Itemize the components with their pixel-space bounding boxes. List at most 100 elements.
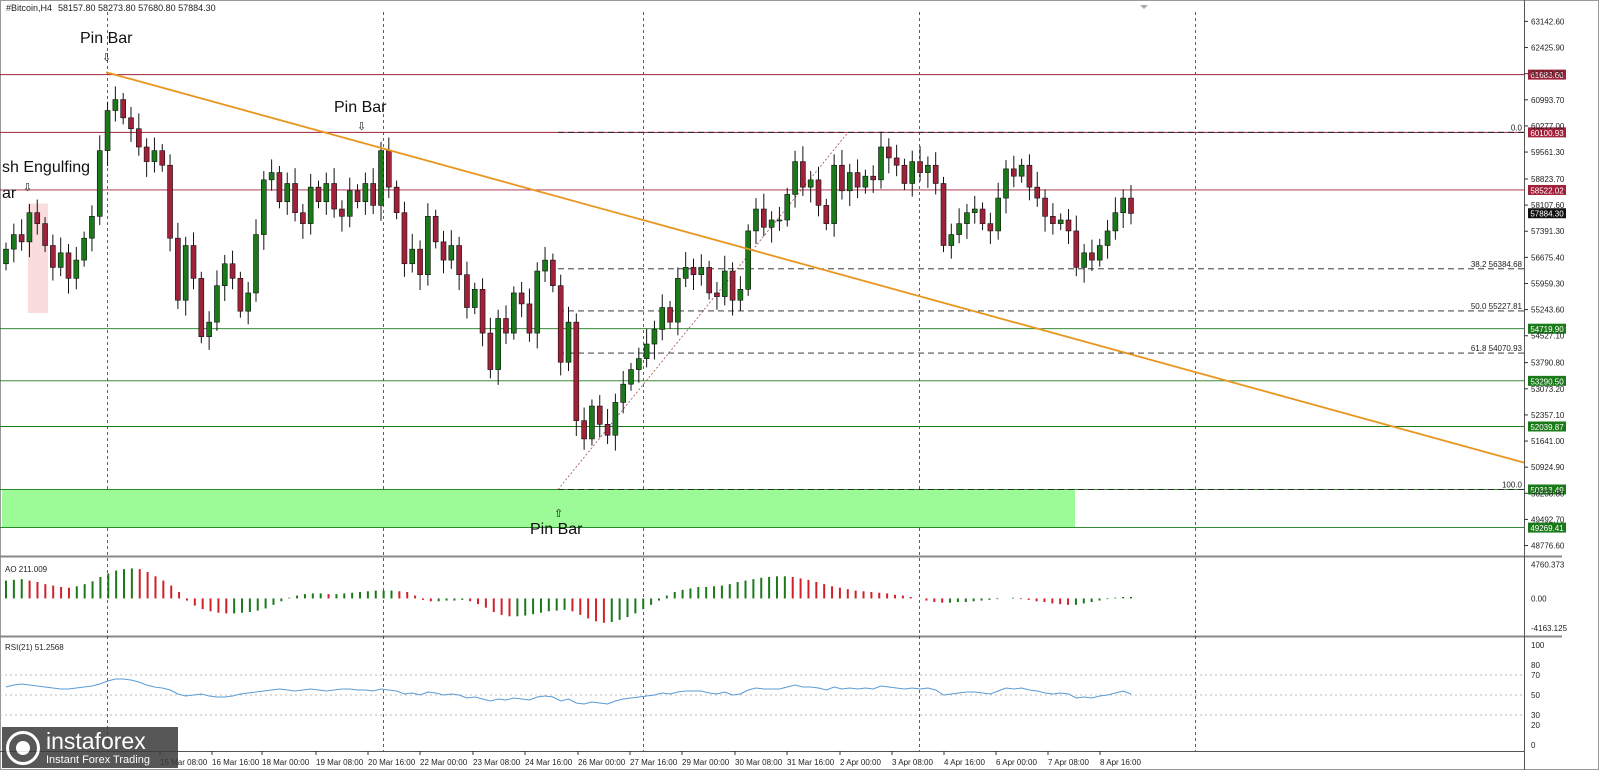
ao-histogram: AO 211.009 4760.373 0.00 -4163.125: [5, 560, 1568, 633]
candle-body-13: [104, 110, 111, 151]
time-tick-label-8: 24 Mar 16:00: [525, 758, 573, 767]
fib-label-61.8: 61.8 54070.93: [1471, 344, 1523, 353]
candle-body-68: [534, 270, 541, 334]
candle-body-19: [151, 150, 158, 162]
candle-body-44: [346, 190, 353, 217]
candle-body-143: [1120, 197, 1126, 213]
time-tick-label-4: 19 Mar 08:00: [316, 758, 364, 767]
candle-body-132: [1034, 186, 1041, 199]
candle-body-49: [386, 150, 392, 188]
price-tick-label-19: 49492.70: [1531, 515, 1565, 524]
demand-zone-layer: [2, 203, 1075, 528]
candle-body-65: [511, 292, 517, 334]
candle-body-117: [917, 161, 923, 173]
arrow-down-icon-2: ⇩: [357, 121, 366, 133]
candle-body-36: [284, 183, 291, 203]
horizontal-levels-layer: [0, 74, 1524, 529]
candle-body-0: [3, 248, 9, 265]
price-tick-label-11: 55243.60: [1531, 306, 1565, 315]
candle-body-116: [909, 161, 916, 184]
level-tag-61683.60: [1528, 69, 1566, 80]
time-tick-label-19: 8 Apr 16:00: [1100, 758, 1141, 767]
candle-body-45: [354, 190, 361, 203]
fib-label-38.2: 38.2 56384.68: [1471, 260, 1523, 269]
candle-body-8: [65, 252, 72, 279]
fib-label-100.0: 100.0: [1502, 480, 1523, 489]
candle-body-11: [89, 216, 95, 239]
price-tick-label-10: 55959.30: [1531, 279, 1565, 288]
arrow-up-icon-3: ⇧: [554, 508, 563, 520]
candle-body-38: [300, 212, 306, 224]
candle-body-66: [518, 292, 525, 305]
candle-body-130: [1018, 164, 1025, 177]
price-tick-label-15: 52357.10: [1531, 411, 1565, 420]
candle-body-118: [925, 164, 931, 173]
arrow-down-icon-4: ⇩: [23, 182, 32, 194]
price-tick-label-0: 63142.60: [1531, 17, 1565, 26]
candle-body-26: [206, 321, 212, 338]
ao-tick-label-2: -4163.125: [1531, 624, 1568, 633]
candle-body-124: [971, 208, 978, 213]
candle-body-112: [878, 146, 884, 181]
candle-body-94: [737, 288, 744, 301]
candle-body-28: [221, 263, 228, 286]
time-tick-label-15: 3 Apr 08:00: [892, 758, 933, 767]
candle-body-63: [495, 318, 501, 370]
candle-body-126: [987, 223, 994, 232]
level-tag-54719.90: [1528, 323, 1566, 334]
level-tag-52039.87: [1528, 421, 1566, 432]
candle-body-72: [565, 321, 572, 363]
last-price-tag: [1528, 208, 1566, 219]
candle-body-17: [136, 128, 142, 148]
candle-body-139: [1089, 252, 1095, 261]
candle-body-119: [932, 164, 939, 184]
candle-body-133: [1042, 197, 1048, 217]
price-tick-label-3: 60993.70: [1531, 96, 1565, 105]
candle-body-35: [276, 172, 283, 203]
candle-body-140: [1096, 245, 1103, 261]
time-tick-label-2: 16 Mar 16:00: [212, 758, 260, 767]
ao-tick-label-0: 4760.373: [1531, 560, 1565, 569]
candle-body-79: [620, 383, 626, 403]
last-price-text: 57884.30: [1530, 210, 1564, 219]
candle-body-39: [307, 186, 314, 224]
candle-body-5: [42, 223, 48, 246]
candle-body-21: [167, 164, 173, 239]
level-tag-60100.93: [1528, 127, 1566, 138]
candle-body-30: [237, 278, 244, 312]
rsi-tick-label-3: 50: [1531, 691, 1540, 700]
time-tick-label-7: 23 Mar 08:00: [473, 758, 521, 767]
candle-body-80: [628, 369, 634, 385]
candle-body-9: [73, 259, 80, 279]
scroll-marker-icon[interactable]: [1140, 5, 1148, 9]
level-tag-text-58522.02: 58522.02: [1530, 186, 1564, 195]
time-tick-label-5: 20 Mar 16:00: [368, 758, 416, 767]
trendline-layer: [105, 71, 1525, 464]
candle-body-18: [143, 146, 150, 162]
candle-body-48: [378, 150, 384, 206]
chart-symbol-title: #Bitcoin,H4: [6, 3, 52, 13]
price-tick-label-7: 58107.60: [1531, 201, 1565, 210]
candle-body-24: [190, 245, 197, 279]
level-tag-50313.49: [1528, 484, 1566, 495]
candle-body-41: [323, 183, 330, 203]
candle-body-51: [401, 212, 408, 265]
candle-body-95: [745, 230, 751, 290]
candle-body-111: [870, 175, 876, 181]
level-tag-text-52039.87: 52039.87: [1530, 423, 1564, 432]
candle-body-37: [292, 183, 298, 213]
time-tick-label-1: 15 Mar 08:00: [160, 758, 208, 767]
candle-body-56: [440, 241, 447, 261]
candle-body-109: [854, 172, 861, 188]
ao-tick-label-1: 0.00: [1531, 594, 1547, 603]
candlestick-series: [3, 86, 1134, 451]
candle-body-31: [245, 292, 251, 312]
candle-body-53: [417, 248, 423, 276]
candle-body-15: [120, 99, 126, 119]
candle-body-14: [112, 99, 119, 111]
annotation-pin-bar-1: Pin Bar: [80, 30, 133, 47]
candle-body-43: [339, 208, 345, 217]
candle-body-2: [18, 234, 25, 243]
candle-body-22: [175, 237, 181, 301]
candle-body-74: [581, 420, 587, 440]
